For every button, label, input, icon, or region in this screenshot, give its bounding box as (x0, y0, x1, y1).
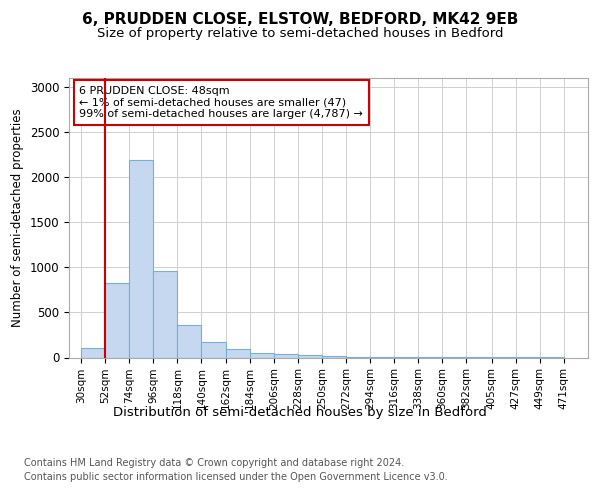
Bar (250, 352, 274, 358)
Text: Size of property relative to semi-detached houses in Bedford: Size of property relative to semi-detach… (97, 28, 503, 40)
Bar (105, 284, 129, 358)
Y-axis label: Number of semi-detached properties: Number of semi-detached properties (11, 108, 24, 327)
Text: 6 PRUDDEN CLOSE: 48sqm
← 1% of semi-detached houses are smaller (47)
99% of semi: 6 PRUDDEN CLOSE: 48sqm ← 1% of semi-deta… (79, 86, 363, 119)
Bar (178, 325, 202, 358)
Bar (370, 357, 394, 358)
Bar (298, 355, 322, 358)
Text: Contains HM Land Registry data © Crown copyright and database right 2024.
Contai: Contains HM Land Registry data © Crown c… (24, 458, 448, 482)
Bar (81, 348, 105, 358)
Bar (202, 342, 226, 357)
Bar (226, 349, 250, 358)
Bar (154, 271, 178, 358)
Bar (346, 356, 370, 358)
Bar (274, 354, 298, 358)
Text: 6, PRUDDEN CLOSE, ELSTOW, BEDFORD, MK42 9EB: 6, PRUDDEN CLOSE, ELSTOW, BEDFORD, MK42 … (82, 12, 518, 28)
Text: Distribution of semi-detached houses by size in Bedford: Distribution of semi-detached houses by … (113, 406, 487, 419)
Bar (322, 356, 346, 358)
Bar (129, 160, 154, 358)
